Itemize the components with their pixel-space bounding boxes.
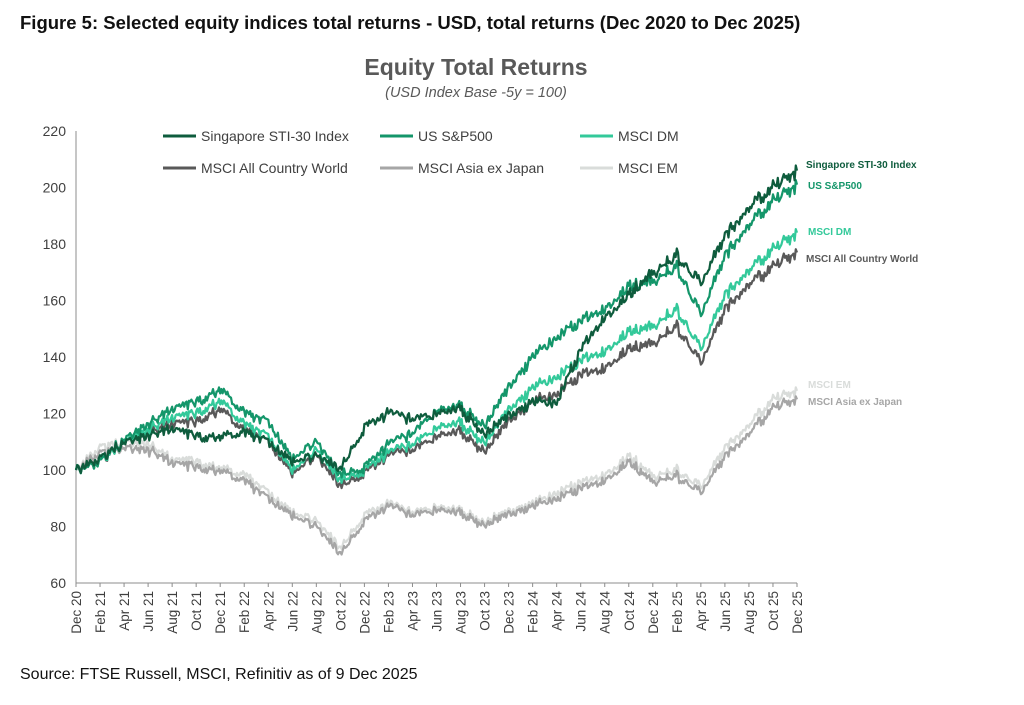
- chart-title: Equity Total Returns: [364, 54, 587, 80]
- legend-label: MSCI All Country World: [201, 160, 348, 176]
- series-end-label: US S&P500: [808, 181, 862, 192]
- x-tick-label: Feb 21: [93, 591, 108, 633]
- chart-legend: Singapore STI-30 Index US S&P500 MSCI DM MS…: [163, 128, 679, 176]
- x-tick-label: Jun 21: [141, 591, 156, 632]
- x-tick-label: Apr 25: [694, 591, 709, 631]
- series-line-0: [74, 164, 799, 475]
- y-tick-label: 100: [43, 462, 67, 478]
- series-line-3: [74, 248, 799, 490]
- legend-label: US S&P500: [418, 128, 493, 144]
- x-tick-label: Feb 22: [237, 591, 252, 633]
- x-tick-label: Feb 25: [670, 591, 685, 633]
- x-tick-label: Oct 24: [622, 591, 637, 631]
- x-tick-label: Apr 23: [405, 591, 420, 631]
- x-tick-label: Apr 24: [550, 591, 565, 631]
- chart-subtitle: (USD Index Base -5y = 100): [385, 85, 567, 101]
- series-end-label: MSCI EM: [808, 380, 851, 391]
- x-tick-label: Apr 21: [117, 591, 132, 631]
- series-end-label: MSCI All Country World: [806, 254, 918, 265]
- source-note: Source: FTSE Russell, MSCI, Refinitiv as…: [20, 666, 418, 683]
- x-tick-label: Oct 21: [189, 591, 204, 631]
- legend-label: MSCI DM: [618, 128, 679, 144]
- y-tick-label: 60: [50, 575, 66, 591]
- x-tick-label: Aug 21: [165, 591, 180, 634]
- y-tick-label: 220: [43, 123, 67, 139]
- y-tick-label: 200: [43, 180, 67, 196]
- series-end-label: MSCI DM: [808, 227, 851, 238]
- series-line-2: [74, 228, 799, 484]
- y-tick-label: 180: [43, 236, 67, 252]
- chart-lines: [74, 164, 799, 556]
- legend-label: Singapore STI-30 Index: [201, 128, 349, 144]
- x-tick-label: Apr 22: [261, 591, 276, 631]
- legend-label: MSCI EM: [618, 160, 678, 176]
- y-tick-label: 140: [43, 349, 67, 365]
- x-tick-label: Aug 23: [454, 591, 469, 634]
- x-tick-label: Jun 25: [718, 591, 733, 632]
- x-tick-label: Jun 23: [430, 591, 445, 632]
- x-tick-label: Aug 22: [309, 591, 324, 634]
- x-tick-label: Aug 24: [598, 591, 613, 634]
- series-end-label: Singapore STI-30 Index: [806, 160, 917, 171]
- series-line-4: [74, 395, 799, 556]
- x-tick-label: Aug 25: [742, 591, 757, 634]
- y-tick-label: 80: [50, 519, 66, 535]
- y-tick-label: 120: [43, 406, 67, 422]
- x-tick-label: Dec 21: [213, 591, 228, 634]
- series-end-label: MSCI Asia ex Japan: [808, 397, 902, 408]
- x-tick-label: Feb 23: [381, 591, 396, 633]
- chart-axes: 60 80 100 120 140 160 180 200 220 Dec 20 Feb 21 Apr…: [43, 123, 805, 634]
- x-tick-label: Jun 22: [285, 591, 300, 632]
- x-tick-label: Oct 25: [766, 591, 781, 631]
- x-tick-label: Feb 24: [526, 591, 541, 634]
- y-tick-label: 160: [43, 293, 67, 309]
- chart-end-labels: Singapore STI-30 Index US S&P500 MSCI DM MS…: [806, 160, 918, 408]
- x-tick-label: Jun 24: [574, 591, 589, 632]
- x-tick-label: Dec 20: [69, 591, 84, 634]
- figure-title: Figure 5: Selected equity indices total …: [20, 12, 801, 33]
- x-tick-label: Dec 25: [790, 591, 805, 634]
- legend-label: MSCI Asia ex Japan: [418, 160, 544, 176]
- x-tick-label: Dec 22: [357, 591, 372, 634]
- x-tick-label: Dec 24: [646, 591, 661, 634]
- x-tick-label: Oct 23: [478, 591, 493, 631]
- x-tick-label: Dec 23: [502, 591, 517, 634]
- x-tick-label: Oct 22: [333, 591, 348, 631]
